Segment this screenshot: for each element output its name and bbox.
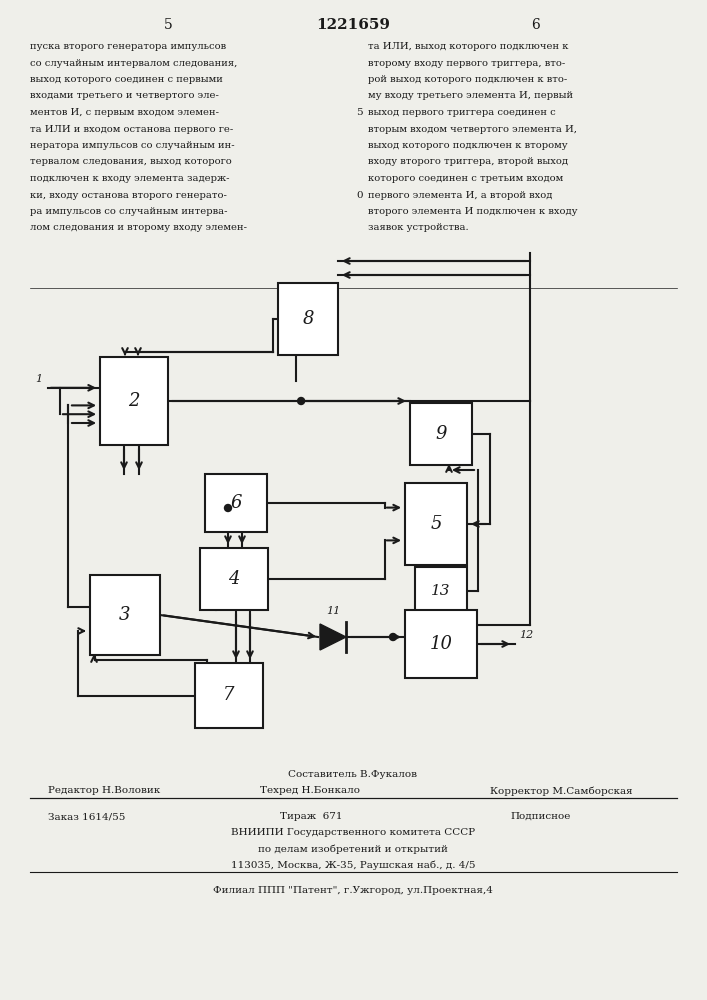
Text: Подписное: Подписное	[510, 812, 571, 821]
Text: 6: 6	[531, 18, 539, 32]
Polygon shape	[320, 624, 346, 650]
Text: со случайным интервалом следования,: со случайным интервалом следования,	[30, 58, 238, 68]
Text: ки, входу останова второго генерато-: ки, входу останова второго генерато-	[30, 190, 227, 200]
Text: выход которого соединен с первыми: выход которого соединен с первыми	[30, 75, 223, 84]
Text: рой выход которого подключен к вто-: рой выход которого подключен к вто-	[368, 75, 567, 84]
Text: 5: 5	[163, 18, 173, 32]
Text: второму входу первого триггера, вто-: второму входу первого триггера, вто-	[368, 58, 566, 68]
Text: которого соединен с третьим входом: которого соединен с третьим входом	[368, 174, 563, 183]
Text: 113035, Москва, Ж-35, Раушская наб., д. 4/5: 113035, Москва, Ж-35, Раушская наб., д. …	[230, 860, 475, 869]
Text: 1221659: 1221659	[316, 18, 390, 32]
Text: 12: 12	[519, 630, 533, 640]
Text: подключен к входу элемента задерж-: подключен к входу элемента задерж-	[30, 174, 230, 183]
Text: 7: 7	[223, 686, 235, 704]
Text: Заказ 1614/55: Заказ 1614/55	[48, 812, 125, 821]
Text: Техред Н.Бонкало: Техред Н.Бонкало	[260, 786, 360, 795]
Bar	[405, 483, 467, 565]
Text: Корректор М.Самборская: Корректор М.Самборская	[490, 786, 633, 796]
Text: 1: 1	[35, 374, 42, 384]
Text: ра импульсов со случайным интерва-: ра импульсов со случайным интерва-	[30, 207, 228, 216]
Text: ментов И, с первым входом элемен-: ментов И, с первым входом элемен-	[30, 108, 219, 117]
Text: второго элемента И подключен к входу: второго элемента И подключен к входу	[368, 207, 578, 216]
Bar	[278, 283, 338, 355]
Text: заявок устройства.: заявок устройства.	[368, 224, 469, 232]
Text: 3: 3	[119, 606, 131, 624]
Text: му входу третьего элемента И, первый: му входу третьего элемента И, первый	[368, 92, 573, 101]
Text: та ИЛИ, выход которого подключен к: та ИЛИ, выход которого подключен к	[368, 42, 568, 51]
Text: тервалом следования, выход которого: тервалом следования, выход которого	[30, 157, 232, 166]
Text: вторым входом четвертого элемента И,: вторым входом четвертого элемента И,	[368, 124, 577, 133]
Bar	[415, 567, 467, 615]
Circle shape	[225, 504, 231, 512]
Text: 9: 9	[436, 425, 447, 443]
Text: первого элемента И, а второй вход: первого элемента И, а второй вход	[368, 190, 552, 200]
Circle shape	[390, 634, 397, 641]
Text: нератора импульсов со случайным ин-: нератора импульсов со случайным ин-	[30, 141, 235, 150]
Text: та ИЛИ и входом останова первого ге-: та ИЛИ и входом останова первого ге-	[30, 124, 233, 133]
Text: по делам изобретений и открытий: по делам изобретений и открытий	[258, 844, 448, 854]
Text: выход первого триггера соединен с: выход первого триггера соединен с	[368, 108, 556, 117]
Bar	[405, 610, 477, 678]
Bar	[90, 575, 160, 655]
Bar	[100, 357, 168, 445]
Text: Составитель В.Фукалов: Составитель В.Фукалов	[288, 770, 418, 779]
Bar	[195, 663, 263, 728]
Text: 4: 4	[228, 570, 240, 588]
Text: выход которого подключен к второму: выход которого подключен к второму	[368, 141, 568, 150]
Text: 11: 11	[326, 606, 340, 616]
Text: 8: 8	[303, 310, 314, 328]
Text: 10: 10	[429, 635, 452, 653]
Text: 0: 0	[356, 191, 363, 200]
Text: Филиал ППП "Патент", г.Ужгород, ул.Проектная,4: Филиал ППП "Патент", г.Ужгород, ул.Проек…	[213, 886, 493, 895]
Text: пуска второго генератора импульсов: пуска второго генератора импульсов	[30, 42, 226, 51]
Text: Тираж  671: Тираж 671	[280, 812, 342, 821]
Bar	[205, 474, 267, 532]
Text: 5: 5	[431, 515, 442, 533]
Bar	[200, 548, 268, 610]
Text: ВНИИПИ Государственного комитета СССР: ВНИИПИ Государственного комитета СССР	[231, 828, 475, 837]
Text: 6: 6	[230, 494, 242, 512]
Text: 13: 13	[431, 584, 451, 598]
Text: входу второго триггера, второй выход: входу второго триггера, второй выход	[368, 157, 568, 166]
Text: входами третьего и четвертого эле-: входами третьего и четвертого эле-	[30, 92, 219, 101]
Bar	[410, 403, 472, 465]
Text: 5: 5	[356, 108, 363, 117]
Text: Редактор Н.Воловик: Редактор Н.Воловик	[48, 786, 160, 795]
Text: лом следования и второму входу элемен-: лом следования и второму входу элемен-	[30, 224, 247, 232]
Text: 2: 2	[128, 392, 140, 410]
Circle shape	[298, 397, 305, 404]
